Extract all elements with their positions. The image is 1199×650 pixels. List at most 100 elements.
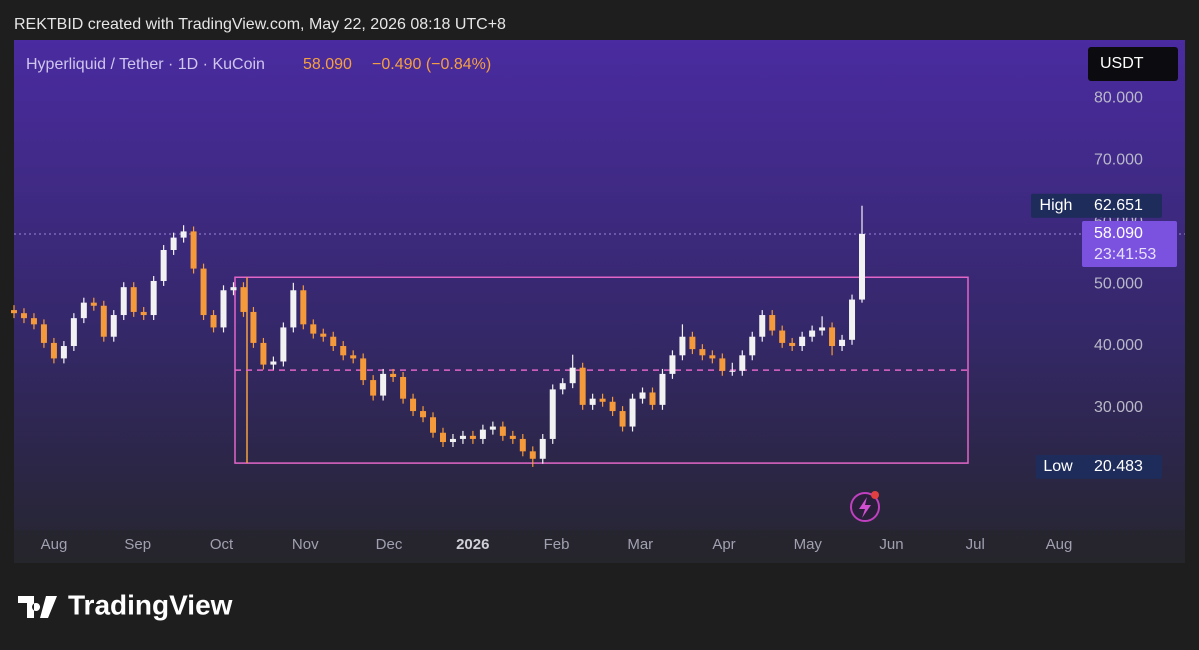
candle-body xyxy=(260,342,267,365)
candle-body xyxy=(729,370,736,372)
x-tick-label: Mar xyxy=(627,536,653,553)
x-tick-label: Feb xyxy=(544,536,570,553)
candle-body xyxy=(689,336,696,350)
candle-body xyxy=(489,426,496,430)
candle-body xyxy=(719,358,726,371)
x-tick-label: Apr xyxy=(712,536,735,553)
candle-body xyxy=(469,435,476,439)
candle-body xyxy=(100,305,107,337)
x-tick-label: Sep xyxy=(124,536,151,553)
candle-body xyxy=(599,398,606,402)
candle-body xyxy=(629,398,636,427)
logo-mark xyxy=(18,596,57,618)
price-badge xyxy=(1082,220,1177,267)
candle-body xyxy=(170,237,177,250)
high-badge xyxy=(1031,193,1162,218)
price-badge-value: 58.090 xyxy=(1094,225,1143,242)
candle-body xyxy=(659,373,666,405)
x-tick-label: Aug xyxy=(1046,536,1073,553)
candle-body xyxy=(529,451,536,459)
candle-body xyxy=(859,233,865,300)
high-label: High xyxy=(1040,197,1073,214)
candle-body xyxy=(240,287,247,312)
candle-body xyxy=(699,349,706,356)
candle-body xyxy=(739,355,746,371)
candle-body xyxy=(609,401,616,412)
candle-body xyxy=(220,290,227,328)
candle-body xyxy=(400,376,407,399)
low-value: 20.483 xyxy=(1094,458,1143,475)
candle-body xyxy=(270,361,277,365)
y-tick-label: 30.000 xyxy=(1094,399,1143,416)
candle-body xyxy=(479,429,486,439)
candle-body xyxy=(180,231,187,238)
candle-body xyxy=(849,299,856,340)
symbol: Hyperliquid / Tether · 1D · KuCoin xyxy=(26,56,265,73)
candle-body xyxy=(669,355,676,374)
y-tick-label: 40.000 xyxy=(1094,337,1143,354)
candle-body xyxy=(799,336,806,347)
candle-body xyxy=(210,315,217,328)
candle-body xyxy=(509,435,516,439)
candle-body xyxy=(330,336,337,347)
candle-body xyxy=(639,392,646,399)
candle-body xyxy=(390,373,397,377)
candle-body xyxy=(539,438,546,459)
candle-body xyxy=(70,318,77,347)
candle-body xyxy=(30,318,37,325)
candle-body xyxy=(120,287,127,316)
x-tick-label: Oct xyxy=(210,536,234,553)
candle-body xyxy=(290,290,297,328)
candle-body xyxy=(649,392,656,405)
candle-body xyxy=(300,290,307,325)
candle-body xyxy=(589,398,596,405)
candle-body xyxy=(789,342,796,347)
low-badge xyxy=(1036,454,1162,479)
candle-body xyxy=(310,324,317,334)
candle-body xyxy=(709,355,716,359)
currency-badge[interactable] xyxy=(1088,47,1178,81)
candle-body xyxy=(370,380,377,396)
candle-body xyxy=(380,373,387,396)
candle-body xyxy=(130,287,137,312)
last-price: 58.090 xyxy=(303,56,352,73)
logo: TradingView xyxy=(18,589,233,620)
candle-body xyxy=(11,310,17,314)
candle-body xyxy=(110,315,117,337)
candle-body xyxy=(459,435,466,439)
x-tick-label: May xyxy=(794,536,823,553)
time-axis xyxy=(14,530,1185,563)
candle-body xyxy=(230,287,237,291)
chart-panel xyxy=(14,40,1185,563)
candle-body xyxy=(90,302,97,306)
candle-body xyxy=(410,398,417,412)
x-tick-label: Jun xyxy=(879,536,903,553)
candle-body xyxy=(50,342,57,359)
x-tick-label: 2026 xyxy=(456,536,489,553)
candle-body xyxy=(250,311,257,343)
candle-body xyxy=(809,330,816,337)
price-change: −0.490 (−0.84%) xyxy=(372,56,491,73)
candle-body xyxy=(829,327,836,347)
candle-body xyxy=(759,315,766,337)
candle-body xyxy=(519,438,526,452)
candle-body xyxy=(449,438,456,443)
candle-body xyxy=(819,327,826,331)
candle-body xyxy=(360,358,367,381)
candle-body xyxy=(679,336,686,356)
candle-body xyxy=(559,383,566,390)
candle-body xyxy=(320,333,327,337)
candle-body xyxy=(549,389,556,439)
candle-body xyxy=(839,339,846,347)
candle-body xyxy=(619,411,626,427)
brand: TradingView xyxy=(68,589,233,620)
y-tick-label: 70.000 xyxy=(1094,151,1143,168)
attribution: REKTBID created with TradingView.com, Ma… xyxy=(14,16,506,33)
alert-icon[interactable] xyxy=(850,491,880,522)
candle-body xyxy=(420,411,427,418)
candle-body xyxy=(749,336,756,356)
alert-dot xyxy=(871,491,879,499)
candle-body xyxy=(769,315,776,331)
